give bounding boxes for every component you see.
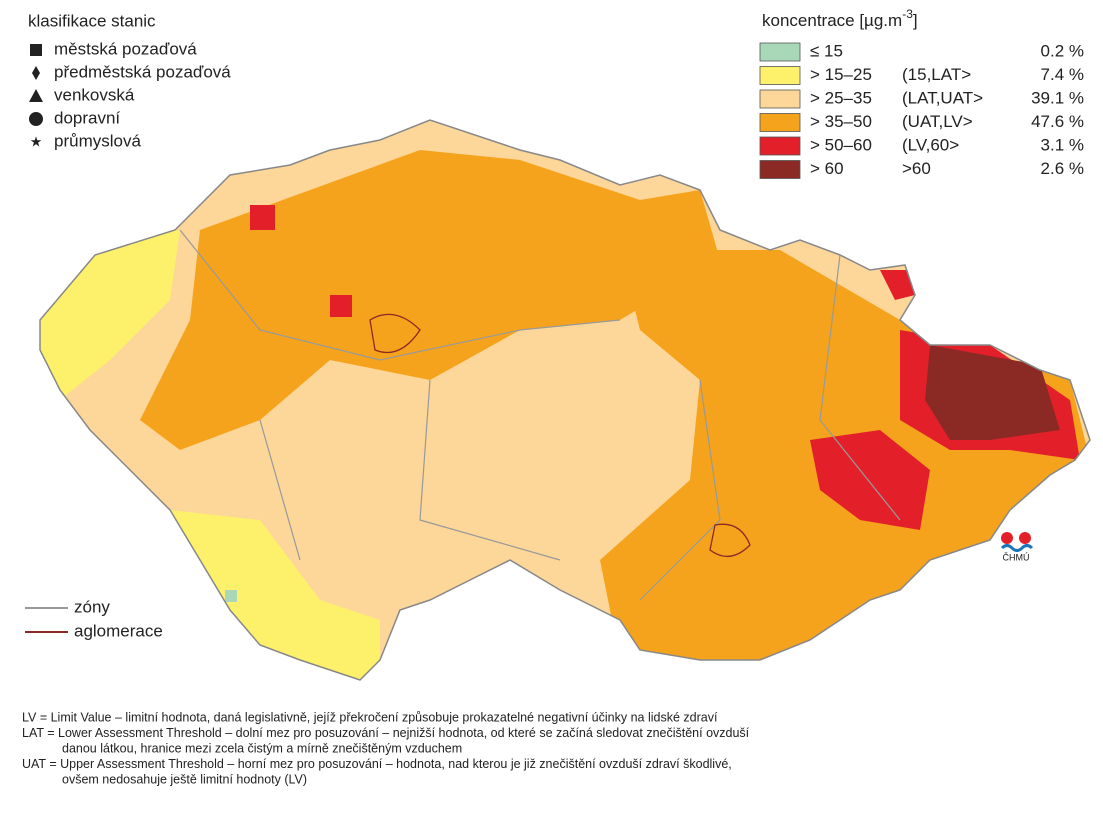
legend-label: městská pozaďová <box>54 39 197 58</box>
legend-label: venkovská <box>54 85 135 104</box>
station-symbol: ★ <box>30 134 43 150</box>
logo: ČHMÚ <box>1000 532 1034 562</box>
legend-share: 39.1 % <box>1031 88 1084 107</box>
legend-share: 2.6 % <box>1041 159 1084 178</box>
legend-label: aglomerace <box>74 621 163 640</box>
legend-share: 7.4 % <box>1041 65 1084 84</box>
concentration-legend-title: koncentrace [µg.m-3] <box>762 7 918 30</box>
legend-range: > 35–50 <box>810 112 872 131</box>
legend-code: (LAT,UAT> <box>902 88 983 107</box>
legend-code: (15,LAT> <box>902 65 971 84</box>
footnotes: LV = Limit Value – limitní hodnota, daná… <box>22 710 750 786</box>
station-symbol <box>32 66 40 80</box>
line-legend: zóny aglomerace <box>25 597 163 640</box>
legend-label: předměstská pozaďová <box>54 62 231 81</box>
station-symbol <box>29 112 43 126</box>
legend-code: (LV,60> <box>902 135 959 154</box>
footnote: LAT = Lower Assessment Threshold – dolní… <box>22 726 750 740</box>
legend-code: (UAT,LV> <box>902 112 973 131</box>
legend-range: > 25–35 <box>810 88 872 107</box>
logo-text: ČHMÚ <box>1003 552 1030 562</box>
concentration-map <box>40 120 1090 680</box>
footnote: danou látkou, hranice mezi zcela čistým … <box>62 741 462 755</box>
legend-swatch <box>759 89 801 109</box>
legend-swatch <box>759 42 801 62</box>
legend-code: >60 <box>902 159 931 178</box>
zone-borders <box>179 229 901 601</box>
station-legend: městská pozaďová předměstská pozaďová venk… <box>29 39 231 150</box>
legend-swatch <box>759 160 801 179</box>
legend-range: ≤ 15 <box>810 41 843 60</box>
legend-range: > 60 <box>810 159 844 178</box>
footnote: ovšem nedosahuje ještě limitní hodnoty (… <box>62 772 307 786</box>
concentration-legend: ≤ 15 0.2 % > 15–25 (15,LAT> 7.4 % > 25–35 (LAT… <box>759 41 1084 179</box>
station-legend-title: klasifikace stanic <box>28 11 156 30</box>
footnote: UAT = Upper Assessment Threshold – horní… <box>22 757 732 771</box>
legend-label: dopravní <box>54 108 120 127</box>
legend-share: 3.1 % <box>1041 135 1084 154</box>
legend-label: zóny <box>74 597 110 616</box>
legend-share: 47.6 % <box>1031 112 1084 131</box>
legend-swatch <box>759 113 801 132</box>
legend-swatch <box>759 66 801 85</box>
agglomeration-borders <box>369 313 751 557</box>
footnote: LV = Limit Value – limitní hodnota, daná… <box>22 710 718 724</box>
station-symbol <box>29 89 43 102</box>
legend-swatch <box>759 136 801 156</box>
legend-share: 0.2 % <box>1041 41 1084 60</box>
legend-range: > 15–25 <box>810 65 872 84</box>
station-symbol <box>30 44 42 56</box>
legend-label: průmyslová <box>54 131 141 150</box>
legend-range: > 50–60 <box>810 135 872 154</box>
